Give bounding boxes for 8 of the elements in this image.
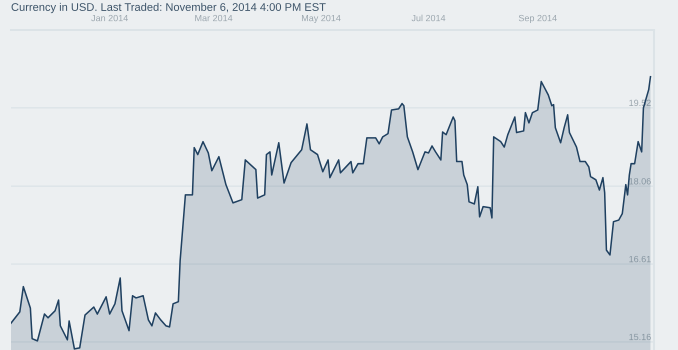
x-tick-label: Sep 2014 [518, 14, 557, 24]
x-tick-label: Mar 2014 [195, 14, 232, 22]
x-tick-label: Jul 2014 [412, 14, 446, 22]
y-tick-label: 16.61 [629, 256, 651, 262]
x-tick-label: Jan 2014 [91, 14, 128, 22]
chart-title: Currency in USD. Last Traded: November 6, 2014 4:00 PM EST [12, 2, 326, 14]
x-tick-label: May 2014 [302, 14, 341, 24]
y-tick-label: 15.16 [629, 334, 651, 340]
